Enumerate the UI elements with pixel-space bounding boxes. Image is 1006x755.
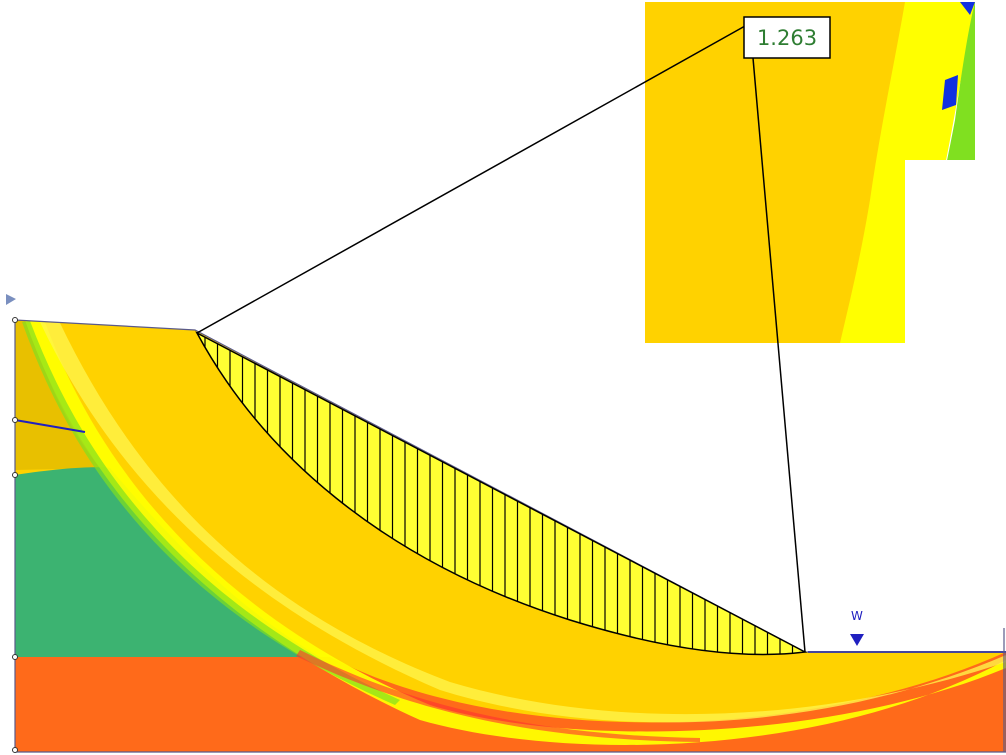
vertex-point bbox=[12, 654, 18, 660]
vertex-point bbox=[12, 417, 18, 423]
leader-line-right bbox=[752, 57, 806, 653]
vertex-point bbox=[12, 472, 18, 478]
flag-icon bbox=[6, 294, 16, 305]
water-table-line bbox=[14, 419, 86, 433]
vertex-point bbox=[12, 747, 18, 753]
water-table-marker-icon bbox=[850, 634, 864, 646]
leader-line-left bbox=[196, 25, 746, 334]
water-table-label: W bbox=[851, 609, 863, 623]
slip-surface-region bbox=[195, 331, 808, 656]
fos-box bbox=[743, 16, 831, 59]
vertex-point bbox=[12, 317, 18, 323]
factor-of-safety-label: 1.263 bbox=[743, 16, 831, 59]
zoom-inset bbox=[645, 2, 1006, 343]
fos-value: 1.263 bbox=[757, 26, 817, 50]
inset-contour-base bbox=[645, 2, 905, 343]
inset-mask-right bbox=[905, 160, 1006, 343]
